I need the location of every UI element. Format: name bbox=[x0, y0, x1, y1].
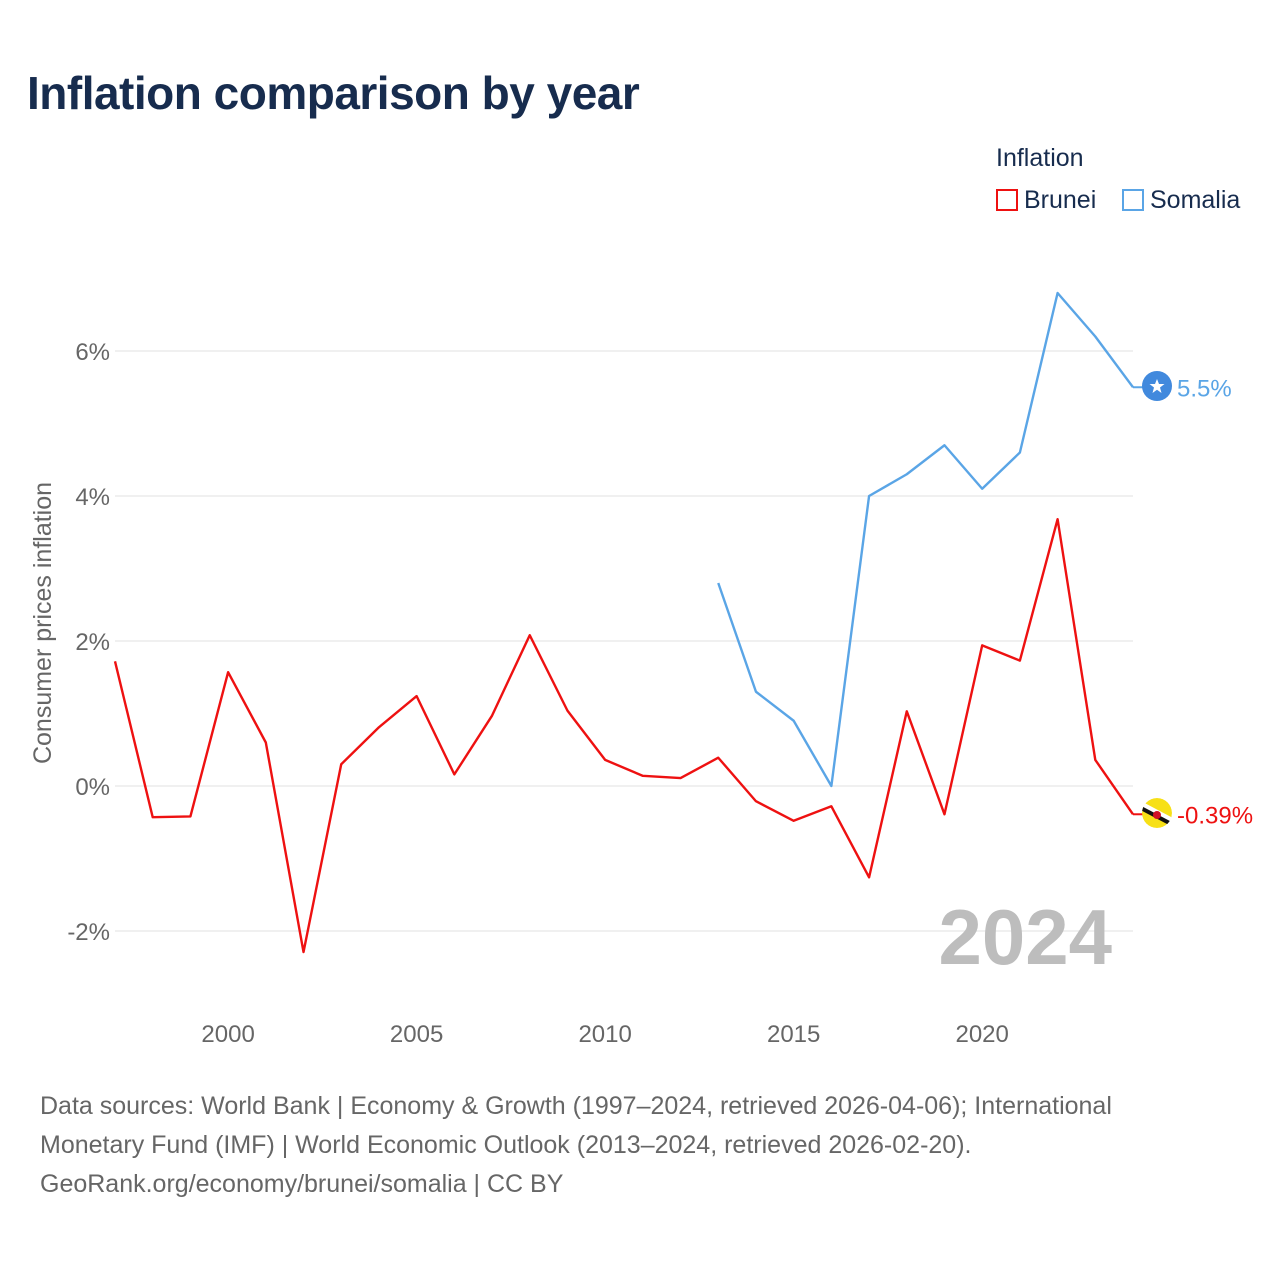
x-axis-ticks: 2000 2005 2010 2015 2020 bbox=[201, 1021, 1008, 1048]
data-point-brunei[interactable] bbox=[865, 873, 873, 881]
data-point-somalia[interactable] bbox=[1129, 383, 1137, 391]
brunei-flag-icon bbox=[1142, 798, 1172, 828]
data-point-brunei[interactable] bbox=[111, 657, 119, 665]
y-axis-label: Consumer prices inflation bbox=[29, 482, 57, 764]
data-point-somalia[interactable] bbox=[752, 688, 760, 696]
end-label-somalia: 5.5% bbox=[1177, 375, 1232, 402]
data-point-somalia[interactable] bbox=[1054, 289, 1062, 297]
y-tick-label: 4% bbox=[75, 484, 110, 511]
line-chart: -2% 0% 2% 4% 6% 2000 2005 2010 2015 2020 Consume… bbox=[29, 289, 1253, 1048]
end-label-brunei: -0.39% bbox=[1177, 802, 1253, 829]
legend-label-brunei: Brunei bbox=[1024, 185, 1097, 214]
data-point-brunei[interactable] bbox=[1054, 515, 1062, 523]
data-point-brunei[interactable] bbox=[601, 756, 609, 764]
legend-item-brunei[interactable]: Brunei bbox=[996, 185, 1096, 215]
series-line-brunei[interactable] bbox=[113, 518, 1134, 954]
data-point-brunei[interactable] bbox=[752, 797, 760, 805]
y-tick-label: 6% bbox=[75, 339, 110, 366]
legend-label-somalia: Somalia bbox=[1150, 185, 1241, 214]
legend-title: Inflation bbox=[996, 144, 1084, 172]
data-point-brunei[interactable] bbox=[714, 754, 722, 762]
data-point-brunei[interactable] bbox=[450, 770, 458, 778]
footer-line-3: GeoRank.org/economy/brunei/somalia | CC … bbox=[40, 1170, 564, 1198]
end-labels: -0.39% 5.5% bbox=[1177, 375, 1253, 829]
series-line-somalia[interactable] bbox=[717, 291, 1134, 788]
data-point-brunei[interactable] bbox=[1091, 756, 1099, 764]
data-point-brunei[interactable] bbox=[978, 641, 986, 649]
y-tick-label: 0% bbox=[75, 774, 110, 801]
data-point-somalia[interactable] bbox=[978, 485, 986, 493]
year-watermark: 2024 bbox=[938, 893, 1112, 981]
data-point-somalia[interactable] bbox=[1016, 449, 1024, 457]
data-point-brunei[interactable] bbox=[375, 723, 383, 731]
footer-line-2: Monetary Fund (IMF) | World Economic Out… bbox=[40, 1131, 972, 1159]
y-tick-label: 2% bbox=[75, 629, 110, 656]
legend-swatch-brunei bbox=[996, 189, 1018, 211]
data-point-brunei[interactable] bbox=[337, 760, 345, 768]
x-tick-label: 2000 bbox=[201, 1021, 254, 1048]
data-point-somalia[interactable] bbox=[903, 470, 911, 478]
data-point-somalia[interactable] bbox=[1091, 333, 1099, 341]
data-point-brunei[interactable] bbox=[186, 812, 194, 820]
data-point-brunei[interactable] bbox=[300, 948, 308, 956]
legend-item-somalia[interactable]: Somalia bbox=[1122, 185, 1240, 215]
data-point-brunei[interactable] bbox=[488, 712, 496, 720]
data-point-brunei[interactable] bbox=[149, 813, 157, 821]
x-tick-label: 2010 bbox=[578, 1021, 631, 1048]
data-point-somalia[interactable] bbox=[865, 492, 873, 500]
data-point-brunei[interactable] bbox=[940, 810, 948, 818]
data-point-brunei[interactable] bbox=[526, 631, 534, 639]
data-point-brunei[interactable] bbox=[224, 668, 232, 676]
footer-line-1: Data sources: World Bank | Economy & Gro… bbox=[40, 1092, 1112, 1120]
data-point-brunei[interactable] bbox=[903, 707, 911, 715]
data-point-brunei[interactable] bbox=[677, 774, 685, 782]
y-axis-ticks: -2% 0% 2% 4% 6% bbox=[67, 339, 110, 946]
data-point-somalia[interactable] bbox=[714, 579, 722, 587]
data-point-brunei[interactable] bbox=[1016, 657, 1024, 665]
data-point-brunei[interactable] bbox=[639, 772, 647, 780]
data-point-brunei[interactable] bbox=[413, 692, 421, 700]
data-point-brunei[interactable] bbox=[827, 802, 835, 810]
data-point-somalia[interactable] bbox=[790, 717, 798, 725]
x-tick-label: 2015 bbox=[767, 1021, 820, 1048]
gridlines bbox=[115, 350, 1133, 932]
x-tick-label: 2020 bbox=[955, 1021, 1008, 1048]
data-sources-footer: Data sources: World Bank | Economy & Gro… bbox=[40, 1087, 1220, 1204]
series-layer bbox=[111, 289, 1143, 956]
legend-swatch-somalia bbox=[1122, 189, 1144, 211]
data-point-brunei[interactable] bbox=[262, 739, 270, 747]
data-point-brunei[interactable] bbox=[1129, 810, 1137, 818]
y-tick-label: -2% bbox=[67, 919, 110, 946]
chart-title: Inflation comparison by year bbox=[27, 67, 640, 119]
x-tick-label: 2005 bbox=[390, 1021, 443, 1048]
end-markers bbox=[1142, 371, 1172, 828]
data-point-brunei[interactable] bbox=[563, 707, 571, 715]
somalia-flag-icon bbox=[1142, 371, 1172, 401]
data-point-somalia[interactable] bbox=[827, 782, 835, 790]
data-point-somalia[interactable] bbox=[940, 441, 948, 449]
data-point-brunei[interactable] bbox=[790, 817, 798, 825]
